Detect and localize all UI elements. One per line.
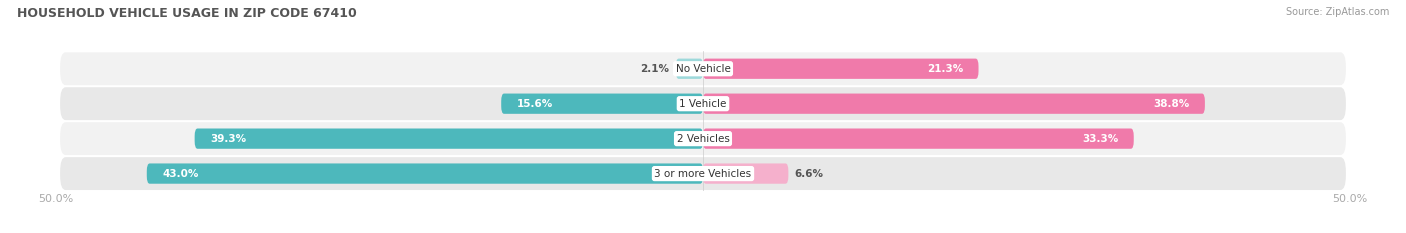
Text: 1 Vehicle: 1 Vehicle <box>679 99 727 109</box>
Text: 39.3%: 39.3% <box>209 134 246 144</box>
Text: Source: ZipAtlas.com: Source: ZipAtlas.com <box>1285 7 1389 17</box>
FancyBboxPatch shape <box>703 129 1133 149</box>
Text: HOUSEHOLD VEHICLE USAGE IN ZIP CODE 67410: HOUSEHOLD VEHICLE USAGE IN ZIP CODE 6741… <box>17 7 357 20</box>
Text: 2 Vehicles: 2 Vehicles <box>676 134 730 144</box>
FancyBboxPatch shape <box>703 93 1205 114</box>
FancyBboxPatch shape <box>60 122 1346 155</box>
FancyBboxPatch shape <box>60 157 1346 190</box>
FancyBboxPatch shape <box>194 129 703 149</box>
Text: 6.6%: 6.6% <box>794 169 824 178</box>
FancyBboxPatch shape <box>60 52 1346 85</box>
Text: 15.6%: 15.6% <box>517 99 553 109</box>
FancyBboxPatch shape <box>146 164 703 184</box>
FancyBboxPatch shape <box>60 87 1346 120</box>
FancyBboxPatch shape <box>703 164 789 184</box>
Text: 43.0%: 43.0% <box>162 169 198 178</box>
Text: 2.1%: 2.1% <box>640 64 669 74</box>
FancyBboxPatch shape <box>676 58 703 79</box>
Text: 33.3%: 33.3% <box>1083 134 1118 144</box>
Text: 21.3%: 21.3% <box>927 64 963 74</box>
Text: 3 or more Vehicles: 3 or more Vehicles <box>654 169 752 178</box>
FancyBboxPatch shape <box>703 58 979 79</box>
Text: 38.8%: 38.8% <box>1153 99 1189 109</box>
Text: No Vehicle: No Vehicle <box>675 64 731 74</box>
FancyBboxPatch shape <box>501 93 703 114</box>
